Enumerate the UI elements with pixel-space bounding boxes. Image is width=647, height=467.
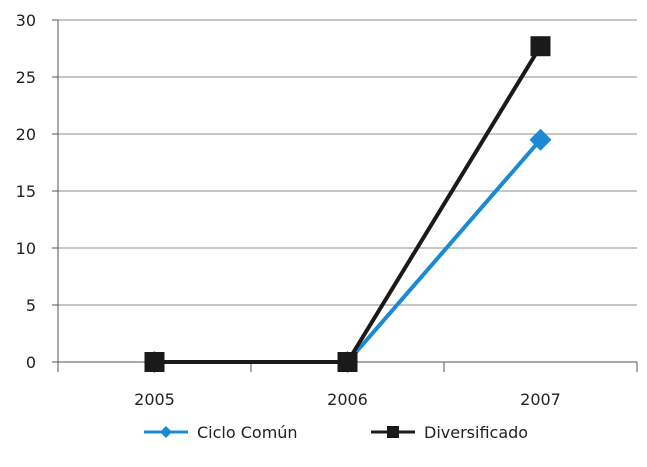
legend: Ciclo Común Diversificado xyxy=(144,423,528,442)
x-tick-label: 2006 xyxy=(327,390,368,409)
y-tick-label: 5 xyxy=(26,296,36,315)
y-tick-label: 15 xyxy=(16,182,36,201)
y-tick-label: 10 xyxy=(16,239,36,258)
series-diversificado xyxy=(144,36,551,372)
legend-item: Ciclo Común xyxy=(144,423,298,442)
legend-item: Diversificado xyxy=(371,423,528,442)
x-tick-labels: 2005 2006 2007 xyxy=(134,390,561,409)
data-point xyxy=(144,352,165,372)
legend-marker xyxy=(387,426,399,438)
y-tick-label: 0 xyxy=(26,353,36,372)
y-tick-label: 25 xyxy=(16,68,36,87)
axes xyxy=(52,19,638,372)
data-point xyxy=(529,128,552,151)
series-ciclo-com-n xyxy=(143,128,552,373)
y-tick-label: 30 xyxy=(16,11,36,30)
data-point xyxy=(337,352,358,372)
legend-marker xyxy=(160,426,172,438)
y-tick-label: 20 xyxy=(16,125,36,144)
x-tick-label: 2007 xyxy=(520,390,561,409)
gridlines xyxy=(58,19,637,306)
x-tick-label: 2005 xyxy=(134,390,175,409)
data-point xyxy=(530,36,551,57)
legend-label: Ciclo Común xyxy=(197,423,298,442)
series xyxy=(143,36,552,373)
y-tick-labels: 0 5 10 15 20 25 30 xyxy=(16,11,36,372)
legend-label: Diversificado xyxy=(424,423,528,442)
series-line xyxy=(154,138,543,364)
